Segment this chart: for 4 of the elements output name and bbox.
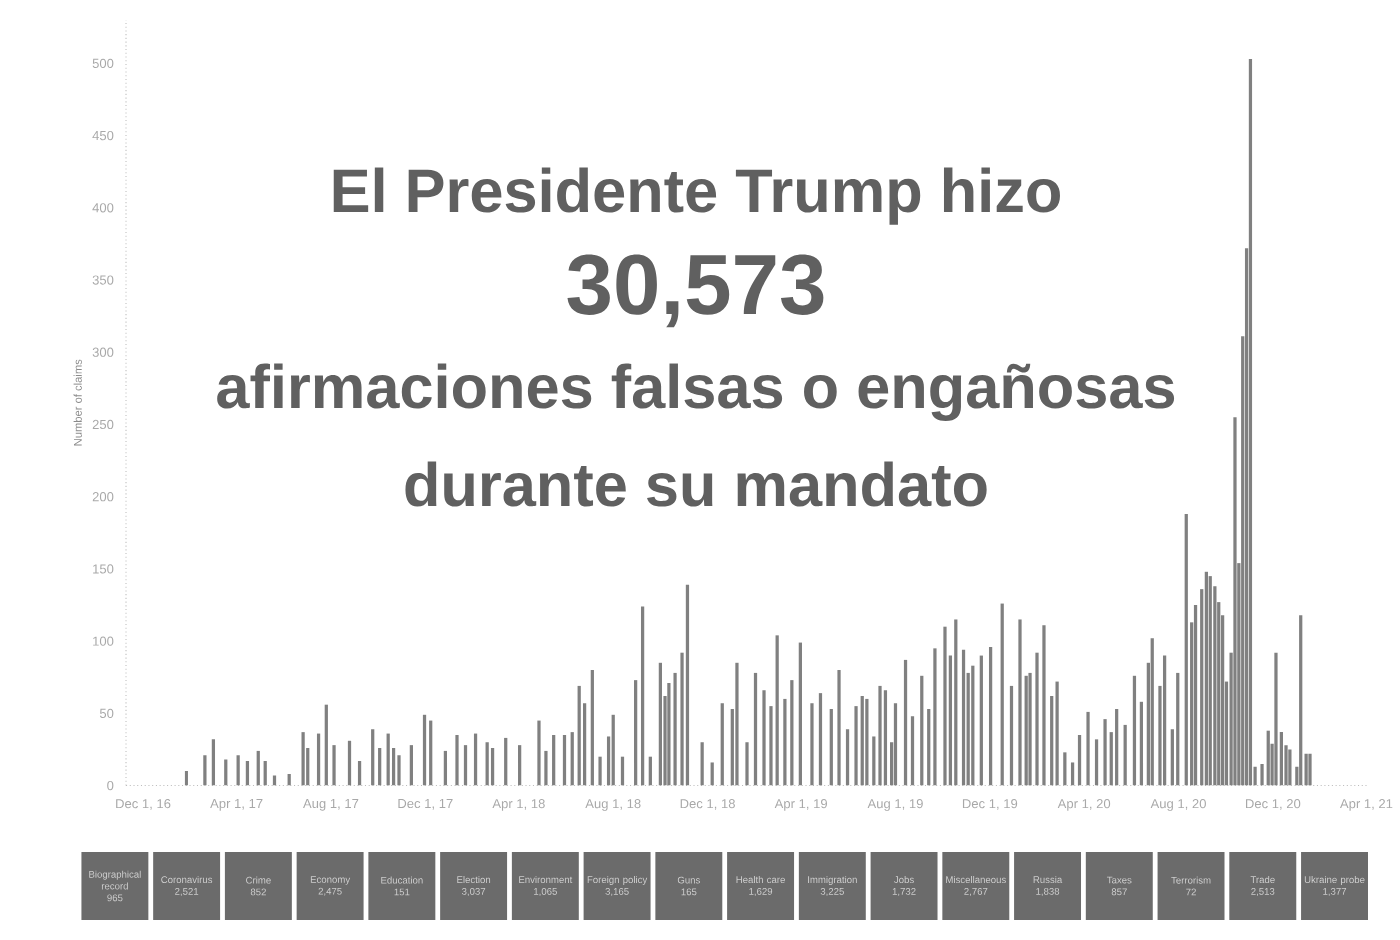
annotation: durante su mandato	[405, 461, 987, 507]
annotation: afirmaciones falsas o engañosas	[217, 363, 1175, 421]
text: El Presidente Trump hizo	[333, 167, 1060, 225]
text: 30,573	[567, 254, 824, 328]
